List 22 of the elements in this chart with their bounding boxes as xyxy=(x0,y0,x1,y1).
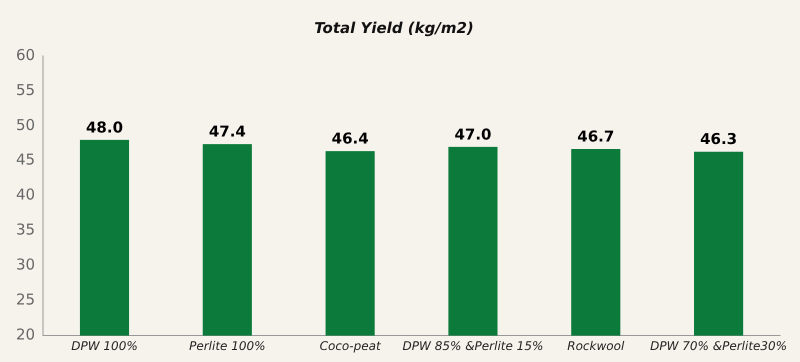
x-tick-label: DPW 85% &Perlite 15% xyxy=(402,338,544,353)
x-tick-label: DPW 70% &Perlite30% xyxy=(650,338,788,353)
chart-title: Total Yield (kg/m2) xyxy=(314,18,474,37)
x-tick-label: Rockwool xyxy=(567,338,625,353)
y-tick-label: 25 xyxy=(16,290,36,309)
y-tick-label: 60 xyxy=(16,46,36,64)
data-label: 47.4 xyxy=(208,122,246,140)
y-tick-label: 40 xyxy=(16,186,36,204)
y-tick-label: 45 xyxy=(16,150,36,169)
data-label: 46.7 xyxy=(577,127,614,146)
x-tick-label: Coco-peat xyxy=(320,338,382,353)
data-label: 46.3 xyxy=(700,130,738,148)
y-tick-label: 30 xyxy=(16,256,36,274)
y-tick-label: 20 xyxy=(16,325,36,344)
y-tick-label: 50 xyxy=(16,116,36,134)
x-tick-label: DPW 100% xyxy=(71,338,138,353)
x-tick-label: Perlite 100% xyxy=(189,338,266,353)
data-label: 48.0 xyxy=(86,118,124,136)
data-label: 47.0 xyxy=(454,125,492,144)
y-tick-label: 35 xyxy=(16,220,36,239)
data-label: 46.4 xyxy=(332,129,369,148)
y-tick-label: 55 xyxy=(16,80,36,99)
